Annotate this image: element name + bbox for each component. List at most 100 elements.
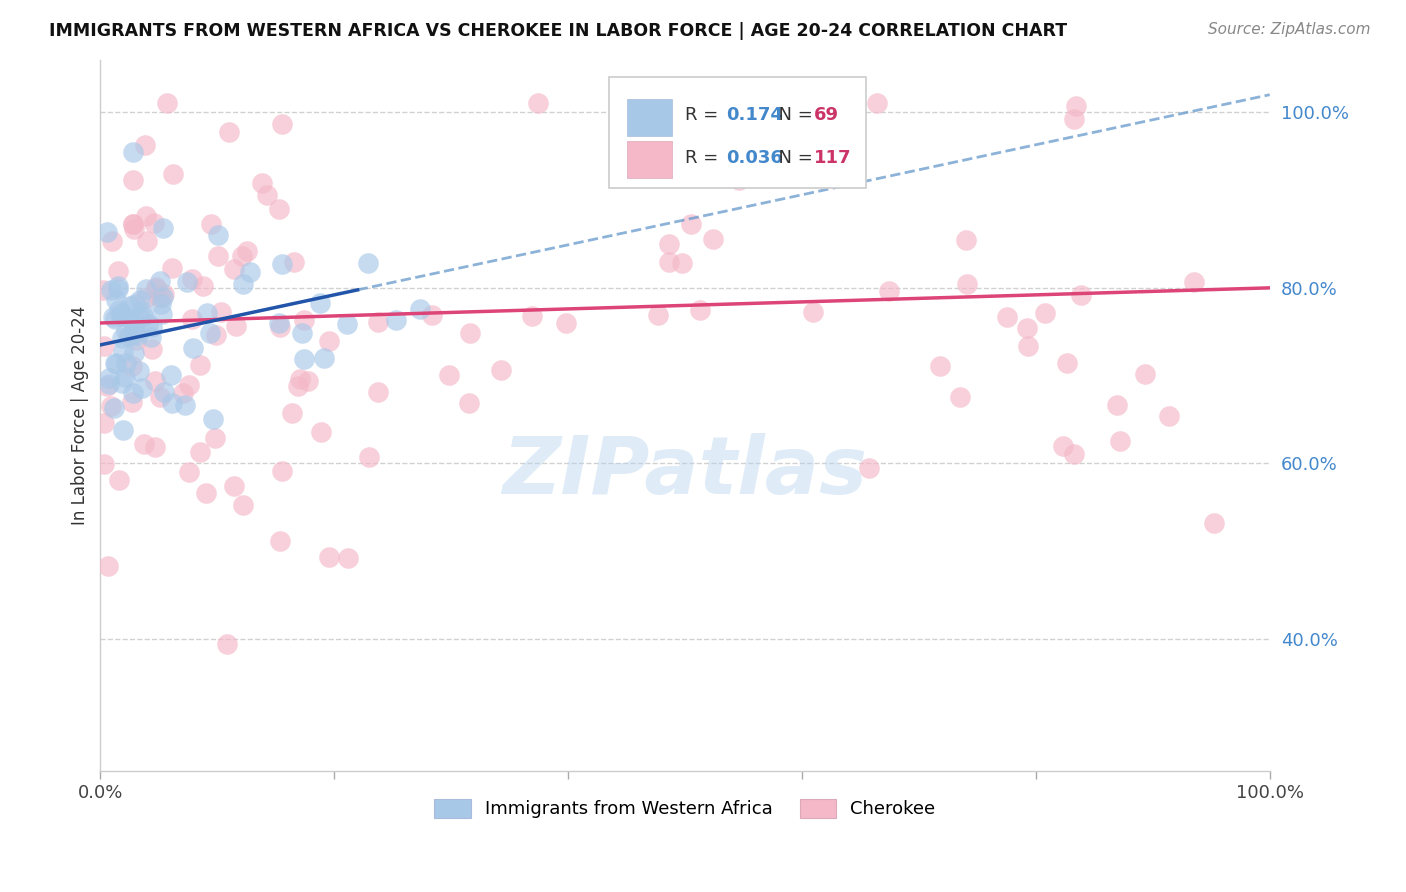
Point	[97, 371, 120, 385]
Point	[858, 461, 880, 475]
Point	[96, 558, 118, 573]
Point	[156, 96, 179, 111]
Point	[115, 324, 138, 338]
Point	[281, 406, 304, 420]
Point	[955, 233, 977, 247]
Point	[122, 346, 145, 360]
Point	[104, 356, 127, 370]
Point	[122, 221, 145, 235]
Point	[1157, 409, 1180, 424]
Point	[215, 637, 238, 651]
Point	[134, 436, 156, 450]
Point	[439, 368, 461, 382]
Point	[200, 218, 222, 232]
Point	[118, 299, 141, 313]
Point	[200, 326, 222, 340]
Point	[491, 363, 513, 377]
Text: 0.174: 0.174	[725, 106, 783, 124]
Point	[269, 534, 291, 549]
Point	[948, 390, 970, 404]
Text: N =: N =	[766, 149, 818, 167]
Point	[111, 330, 134, 344]
Point	[143, 216, 166, 230]
Point	[204, 431, 226, 445]
Point	[121, 395, 143, 409]
Point	[150, 308, 173, 322]
Point	[337, 550, 360, 565]
Point	[297, 375, 319, 389]
Point	[91, 283, 114, 297]
Text: Source: ZipAtlas.com: Source: ZipAtlas.com	[1208, 22, 1371, 37]
Point	[122, 320, 145, 334]
Point	[172, 385, 194, 400]
Point	[458, 396, 481, 410]
Point	[152, 384, 174, 399]
Point	[271, 465, 294, 479]
Point	[108, 473, 131, 487]
Point	[131, 304, 153, 318]
Point	[250, 176, 273, 190]
Point	[191, 279, 214, 293]
Text: IMMIGRANTS FROM WESTERN AFRICA VS CHEROKEE IN LABOR FORCE | AGE 20-24 CORRELATIO: IMMIGRANTS FROM WESTERN AFRICA VS CHEROK…	[49, 22, 1067, 40]
Point	[1017, 339, 1039, 353]
Point	[111, 376, 134, 390]
Point	[269, 320, 291, 334]
Point	[135, 209, 157, 223]
Text: N =: N =	[766, 106, 818, 124]
Point	[131, 310, 153, 324]
FancyBboxPatch shape	[609, 78, 866, 187]
Point	[121, 359, 143, 374]
Point	[1052, 439, 1074, 453]
Point	[283, 255, 305, 269]
Point	[181, 341, 204, 355]
Point	[336, 317, 359, 331]
Point	[143, 374, 166, 388]
Point	[1204, 516, 1226, 530]
Point	[1109, 434, 1132, 449]
Point	[188, 358, 211, 372]
Point	[174, 398, 197, 412]
Point	[269, 316, 291, 330]
Point	[104, 293, 127, 308]
Point	[309, 425, 332, 440]
Point	[131, 381, 153, 395]
Point	[104, 312, 127, 326]
Point	[359, 450, 381, 464]
Point	[145, 279, 167, 293]
Point	[96, 225, 118, 239]
Point	[458, 326, 481, 340]
Point	[288, 372, 311, 386]
Point	[1070, 288, 1092, 302]
Point	[232, 498, 254, 512]
Point	[195, 306, 218, 320]
Point	[1056, 356, 1078, 370]
Point	[367, 315, 389, 329]
Point	[385, 313, 408, 327]
Point	[122, 218, 145, 232]
Point	[103, 310, 125, 325]
Point	[176, 275, 198, 289]
FancyBboxPatch shape	[627, 99, 672, 136]
Point	[267, 202, 290, 217]
Point	[188, 444, 211, 458]
Point	[877, 284, 900, 298]
Point	[149, 391, 172, 405]
Point	[207, 227, 229, 242]
Point	[239, 265, 262, 279]
FancyBboxPatch shape	[627, 141, 672, 178]
Point	[290, 326, 312, 341]
Point	[122, 386, 145, 401]
Point	[702, 231, 724, 245]
Point	[995, 310, 1018, 325]
Text: 69: 69	[814, 106, 838, 124]
Point	[1017, 320, 1039, 334]
Point	[671, 256, 693, 270]
Point	[152, 290, 174, 304]
Point	[122, 217, 145, 231]
Point	[1033, 306, 1056, 320]
Text: 0.036: 0.036	[725, 149, 783, 167]
Point	[928, 359, 950, 373]
Point	[97, 377, 120, 392]
Point	[1182, 276, 1205, 290]
Point	[107, 282, 129, 296]
